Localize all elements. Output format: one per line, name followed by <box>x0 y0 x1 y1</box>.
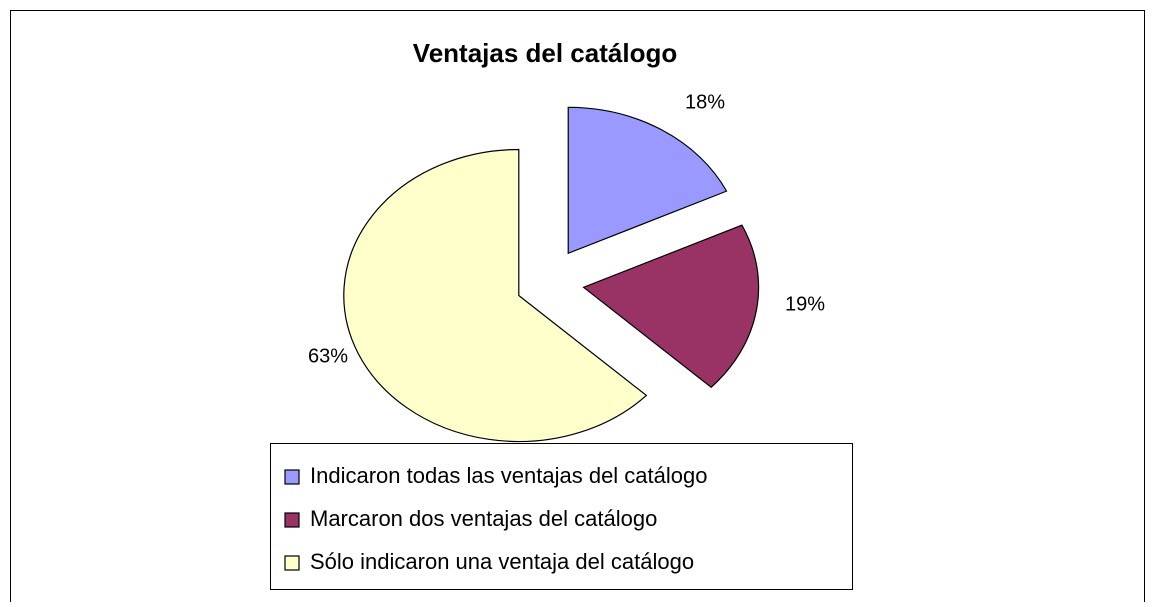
data-label: 63% <box>308 345 348 367</box>
data-label: 19% <box>785 293 825 315</box>
legend-label: Indicaron todas las ventajas del catálog… <box>310 463 707 488</box>
legend-label: Sólo indicaron una ventaja del catálogo <box>310 549 694 574</box>
legend-label: Marcaron dos ventajas del catálogo <box>310 506 657 531</box>
legend-swatch <box>284 469 300 485</box>
pie-slice <box>582 224 760 389</box>
data-label: 18% <box>685 91 725 113</box>
pie-slice <box>567 106 728 255</box>
chart-title: Ventajas del catálogo <box>413 38 677 68</box>
legend-swatch <box>284 555 300 571</box>
legend-swatch <box>284 512 300 528</box>
pie-slice <box>343 148 648 443</box>
legend-box <box>270 443 853 590</box>
